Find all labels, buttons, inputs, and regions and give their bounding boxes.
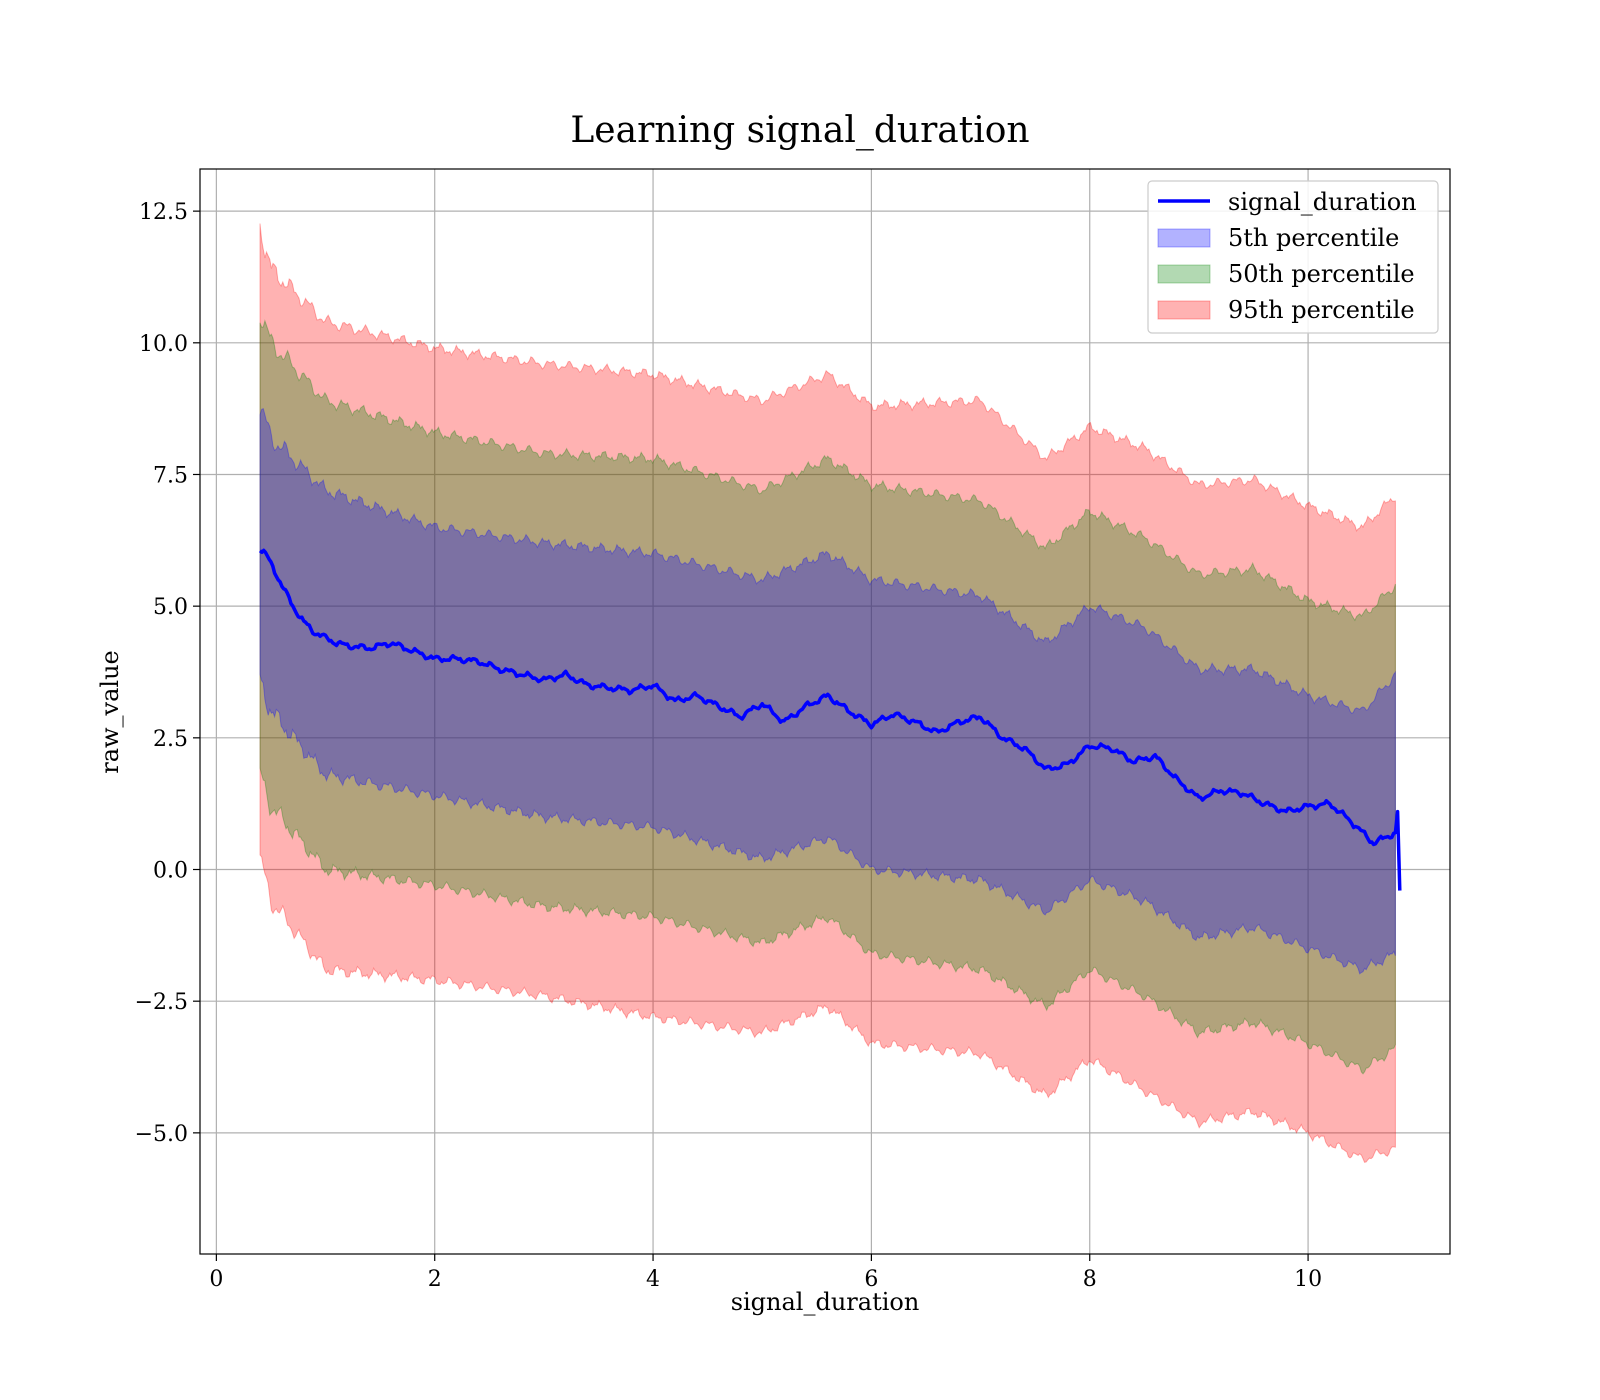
percentile-bands	[259, 223, 1396, 1164]
x-tick-label: 4	[646, 1267, 660, 1292]
y-tick-label: 2.5	[153, 727, 188, 752]
series-lines	[258, 548, 1402, 891]
legend-label-p95: 95th percentile	[1228, 296, 1415, 324]
x-tick-label: 0	[209, 1267, 223, 1292]
y-tick-label: 5.0	[153, 595, 188, 620]
grid-lines	[200, 169, 1450, 1254]
y-tick-label: 7.5	[153, 463, 188, 488]
legend-swatch-p50	[1157, 264, 1211, 284]
legend-label-p50: 50th percentile	[1228, 260, 1415, 288]
y-tick-label: 10.0	[139, 332, 188, 357]
legend-swatch-p5	[1157, 228, 1211, 248]
chart-title: Learning signal_duration	[570, 110, 1029, 151]
x-tick-label: 10	[1294, 1267, 1322, 1292]
legend-swatch-p95	[1157, 300, 1211, 320]
plot-frame	[199, 168, 1451, 1255]
x-tick-label: 6	[864, 1267, 878, 1292]
x-tick-label: 2	[428, 1267, 442, 1292]
legend-box	[1147, 180, 1439, 334]
y-tick-label: 12.5	[139, 200, 188, 225]
legend: signal_duration 5th percentile 50th perc…	[1147, 180, 1439, 334]
band-p50	[259, 319, 1396, 1075]
x-tick-label: 8	[1083, 1267, 1097, 1292]
line-signal-duration	[258, 548, 1402, 891]
y-axis-label: raw_value	[96, 650, 124, 774]
y-tick-label: 0.0	[153, 859, 188, 884]
band-p5	[259, 408, 1396, 975]
y-tick-label: −5.0	[135, 1122, 188, 1147]
legend-label-p5: 5th percentile	[1228, 224, 1399, 252]
legend-label-line: signal_duration	[1228, 188, 1417, 216]
x-axis-label: signal_duration	[731, 1288, 920, 1316]
y-axis-ticks: −5.0 −2.5 0.0 2.5 5.0 7.5 10.0 12.5	[135, 200, 200, 1147]
x-axis-ticks: 0 2 4 6 8 10	[209, 1254, 1322, 1292]
y-tick-label: −2.5	[135, 990, 188, 1015]
